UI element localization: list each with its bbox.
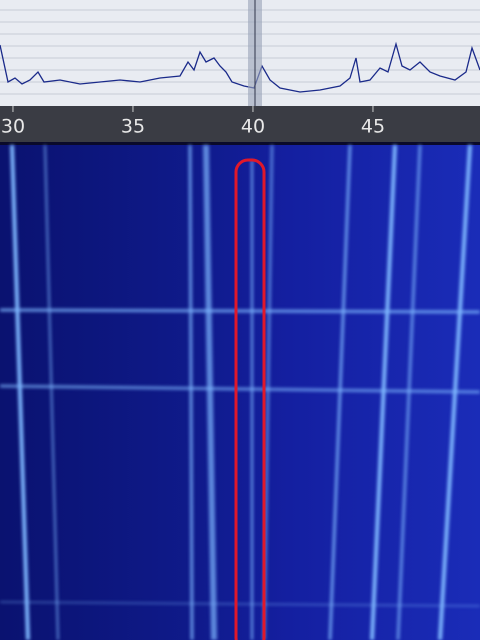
x-tick-label: 40 — [241, 116, 265, 138]
spectrum-panel — [0, 0, 480, 106]
x-tick-label: 30 — [1, 116, 25, 138]
waterfall-signals — [0, 144, 480, 640]
spectrum-grid — [0, 9, 480, 95]
highlight-box — [234, 158, 266, 640]
frequency-axis — [0, 106, 480, 142]
x-tick-label: 35 — [121, 116, 145, 138]
axis-ticks: 30 35 40 45 — [1, 106, 385, 138]
x-tick-label: 45 — [361, 116, 385, 138]
